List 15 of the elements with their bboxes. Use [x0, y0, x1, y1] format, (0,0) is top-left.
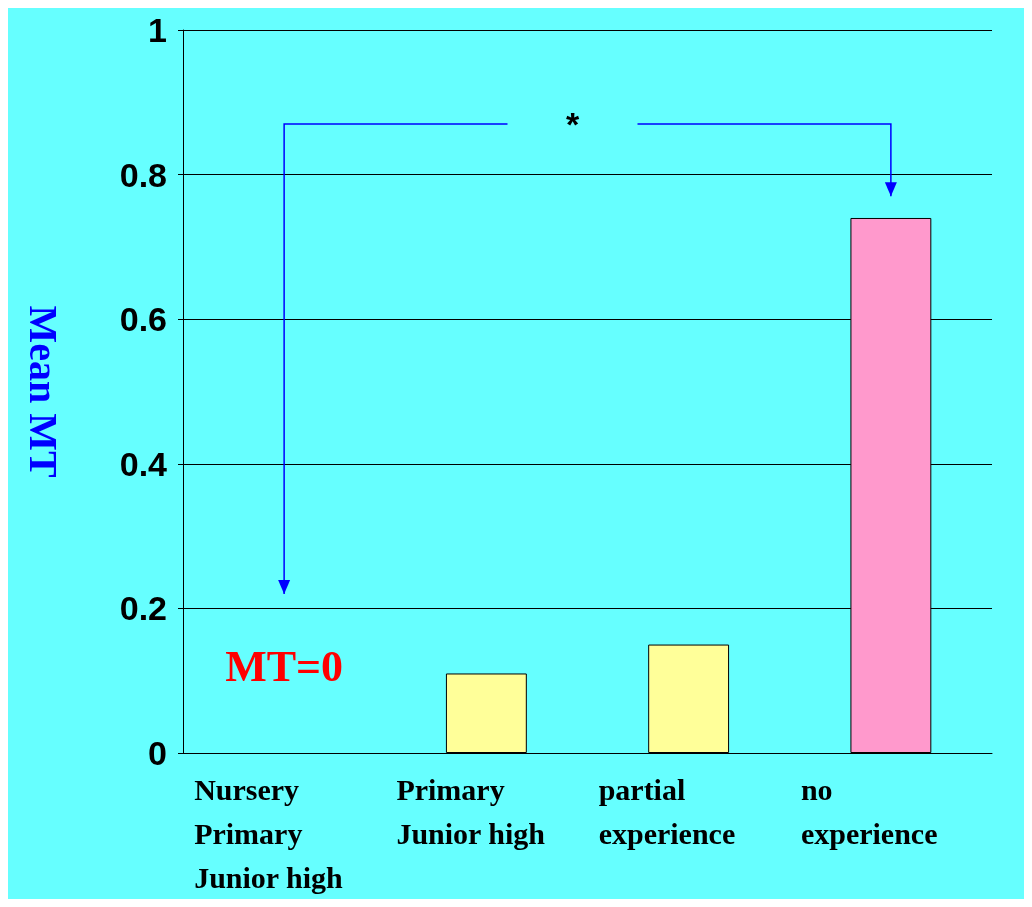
bar — [648, 644, 730, 753]
y-tick-label: 0 — [148, 734, 167, 772]
x-tick-label: no experience — [800, 772, 938, 850]
y-tick-label: 0.6 — [119, 300, 167, 339]
y-tick-label: 0.8 — [119, 155, 167, 194]
x-tick-label: partial experience — [598, 772, 736, 850]
x-tick-label: Primary Junior high — [396, 772, 546, 850]
annotation: * — [565, 104, 580, 143]
bar — [445, 673, 527, 753]
y-tick-label: 0.2 — [119, 589, 167, 628]
x-tick-label: Nursery Primary Junior high — [194, 772, 344, 894]
annotation: MT=0 — [225, 641, 344, 691]
y-tick-label: 1 — [148, 11, 167, 49]
y-axis-title: Mean MT — [20, 305, 66, 478]
y-tick-label: 0.4 — [119, 444, 168, 483]
